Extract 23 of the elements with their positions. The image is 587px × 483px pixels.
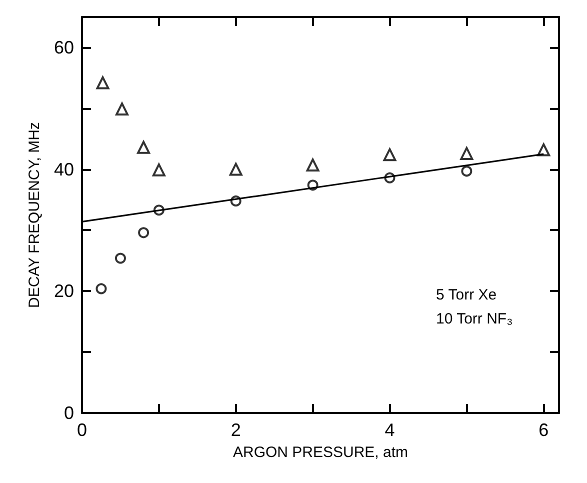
point	[383, 148, 396, 162]
x-axis-title: ARGON PRESSURE, atm	[232, 444, 408, 461]
point	[229, 162, 242, 176]
y-axis-title: DECAY FREQUENCY, MHz	[26, 122, 43, 308]
y-tick-label: 60	[54, 37, 74, 58]
point	[460, 146, 474, 160]
point	[116, 102, 129, 116]
x-tick-label: 6	[538, 420, 549, 440]
point	[96, 283, 107, 294]
point	[137, 140, 150, 154]
point	[306, 158, 320, 172]
point	[114, 252, 126, 264]
annotation: 5 Torr Xe 10 Torr NF₃	[436, 286, 513, 328]
y-tick-label: 40	[54, 159, 74, 180]
point	[152, 163, 166, 176]
y-tick-label: 0	[64, 403, 74, 423]
point	[138, 227, 150, 238]
x-tick-label: 4	[384, 420, 395, 440]
x-tick-label: 2	[230, 420, 241, 440]
point	[461, 166, 472, 177]
y-tick-label: 20	[54, 281, 74, 302]
point	[96, 76, 110, 90]
x-tick-label: 0	[76, 420, 88, 440]
